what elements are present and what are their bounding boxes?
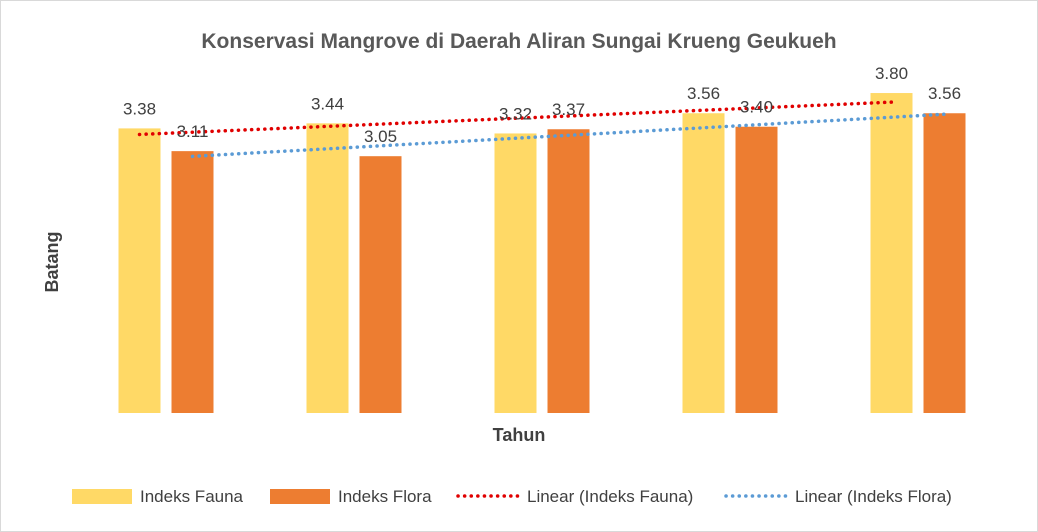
data-label-fauna-2: 3.44 xyxy=(311,94,344,113)
bar-fauna-5 xyxy=(870,93,913,413)
legend-swatch-fauna xyxy=(72,489,132,504)
legend-label-flora: Indeks Flora xyxy=(338,487,432,506)
legend: Indeks Fauna Indeks Flora Linear (Indeks… xyxy=(72,487,952,506)
x-axis-title: Tahun xyxy=(493,425,546,445)
data-label-fauna-5: 3.80 xyxy=(875,64,908,83)
data-label-flora-4: 3.40 xyxy=(740,98,773,117)
bar-flora-4 xyxy=(735,126,778,413)
bar-flora-2 xyxy=(359,156,402,413)
data-label-fauna-4: 3.56 xyxy=(687,84,720,103)
bar-group xyxy=(118,93,966,414)
trendline-group xyxy=(137,100,947,159)
data-label-flora-5: 3.56 xyxy=(928,84,961,103)
legend-label-trend-flora: Linear (Indeks Flora) xyxy=(795,487,952,506)
data-label-flora-1: 3.11 xyxy=(177,122,209,141)
data-label-group: 3.38 3.11 3.44 3.05 3.32 3.37 3.56 3.40 3.80 3.56 xyxy=(123,64,961,146)
bar-flora-5 xyxy=(923,113,966,414)
data-label-fauna-1: 3.38 xyxy=(123,99,156,118)
legend-label-fauna: Indeks Fauna xyxy=(140,487,244,506)
bar-fauna-4 xyxy=(682,113,725,414)
bar-fauna-2 xyxy=(306,123,349,414)
bar-flora-1 xyxy=(171,151,214,413)
legend-label-trend-fauna: Linear (Indeks Fauna) xyxy=(527,487,693,506)
data-label-fauna-3: 3.32 xyxy=(499,104,532,123)
trendline-fauna xyxy=(137,100,894,137)
trendline-flora xyxy=(190,112,947,159)
y-axis-title: Batang xyxy=(42,231,62,292)
bar-fauna-3 xyxy=(494,133,537,413)
bar-fauna-1 xyxy=(118,128,161,414)
data-label-flora-3: 3.37 xyxy=(552,100,585,119)
bar-flora-3 xyxy=(547,129,590,413)
data-label-flora-2: 3.05 xyxy=(364,127,397,146)
chart-title: Konservasi Mangrove di Daerah Aliran Sun… xyxy=(201,30,836,53)
legend-swatch-flora xyxy=(270,489,330,504)
